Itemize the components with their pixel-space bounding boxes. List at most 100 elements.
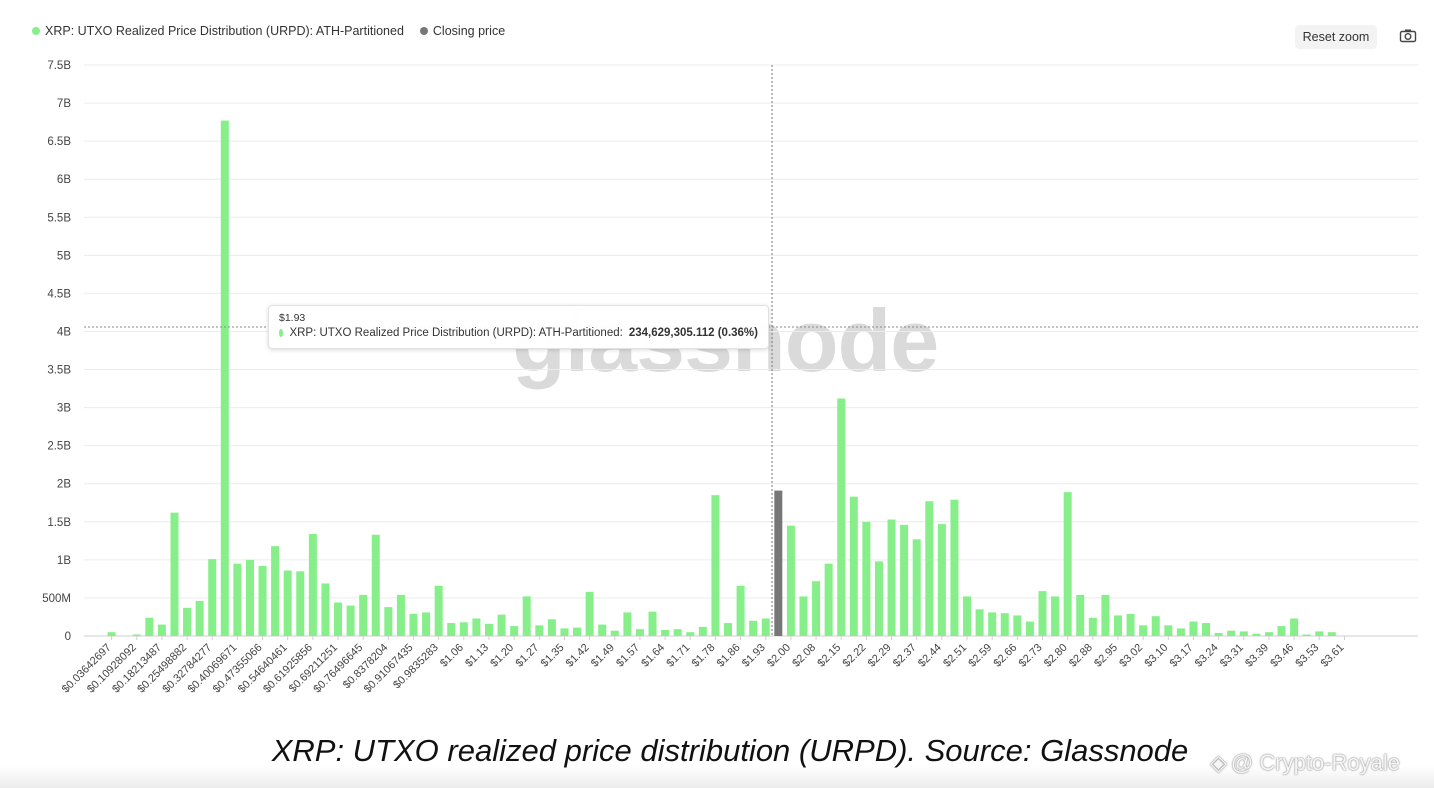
y-tick-label: 4B xyxy=(57,326,71,338)
legend-item-urpd[interactable]: XRP: UTXO Realized Price Distribution (U… xyxy=(32,24,404,38)
urpd-bar xyxy=(1277,626,1286,636)
urpd-bar xyxy=(1139,625,1148,636)
urpd-bar xyxy=(547,619,556,636)
x-tick-label: $2.29 xyxy=(866,642,894,670)
urpd-bar xyxy=(245,559,254,636)
urpd-bar xyxy=(950,499,959,636)
urpd-bar xyxy=(925,501,934,636)
hover-tooltip: $1.93 XRP: UTXO Realized Price Distribut… xyxy=(268,305,769,349)
urpd-bar xyxy=(1063,492,1072,636)
credit-text: @ Crypto-Royale xyxy=(1230,750,1400,775)
urpd-bar xyxy=(371,534,380,636)
x-tick-label: $3.46 xyxy=(1268,642,1296,670)
urpd-bar xyxy=(1013,615,1022,636)
y-tick-label: 7B xyxy=(57,98,71,110)
crosshair xyxy=(84,65,1418,636)
urpd-bar xyxy=(183,607,192,636)
urpd-bar xyxy=(661,629,670,636)
x-tick-label: $2.08 xyxy=(790,642,818,670)
urpd-bar xyxy=(698,626,707,636)
y-tick-label: 500M xyxy=(42,593,71,605)
x-tick-label: $2.59 xyxy=(966,642,994,670)
urpd-bar xyxy=(874,561,883,636)
urpd-bar xyxy=(1038,591,1047,636)
urpd-bar xyxy=(346,605,355,636)
x-axis-ticks: $0.03642697$0.10928092$0.18213487$0.2549… xyxy=(60,636,1347,696)
urpd-bar xyxy=(434,585,443,636)
x-tick-label: $2.00 xyxy=(765,642,793,670)
urpd-bar xyxy=(472,618,481,636)
urpd-bar xyxy=(233,563,242,636)
y-tick-label: 2B xyxy=(57,479,71,491)
credit-logo-icon: ◈ xyxy=(1210,750,1227,775)
urpd-bar xyxy=(459,622,468,636)
x-tick-label: $3.39 xyxy=(1243,642,1271,670)
urpd-bar xyxy=(321,583,330,636)
urpd-bar xyxy=(711,495,720,636)
urpd-bar xyxy=(535,625,544,636)
legend-label-urpd: XRP: UTXO Realized Price Distribution (U… xyxy=(45,24,404,38)
urpd-bar xyxy=(849,496,858,636)
y-tick-label: 5B xyxy=(57,250,71,262)
reset-zoom-button[interactable]: Reset zoom xyxy=(1295,25,1377,49)
x-tick-label: $1.71 xyxy=(664,642,692,670)
urpd-bar xyxy=(686,632,695,636)
urpd-bar xyxy=(673,629,682,636)
y-tick-label: 3B xyxy=(57,403,71,415)
x-tick-label: $3.10 xyxy=(1142,642,1170,670)
x-tick-label: $1.13 xyxy=(463,642,491,670)
urpd-bar xyxy=(1076,594,1085,636)
urpd-bar xyxy=(1214,632,1223,636)
urpd-bar xyxy=(1315,631,1324,636)
x-tick-label: $2.44 xyxy=(916,642,944,670)
x-tick-label: $2.37 xyxy=(891,642,919,670)
urpd-bar xyxy=(145,617,154,636)
urpd-bar xyxy=(1302,634,1311,636)
legend-item-closing-price[interactable]: Closing price xyxy=(419,24,505,38)
y-tick-label: 5.5B xyxy=(47,212,71,224)
x-tick-label: $1.86 xyxy=(715,642,743,670)
urpd-bar xyxy=(887,519,896,636)
figure-caption: XRP: UTXO realized price distribution (U… xyxy=(271,733,1189,768)
x-tick-label: $1.42 xyxy=(564,642,592,670)
chart-grid xyxy=(84,64,1418,637)
y-tick-label: 0 xyxy=(65,631,71,643)
x-tick-label: $3.61 xyxy=(1319,642,1347,670)
x-tick-label: $1.20 xyxy=(488,642,516,670)
urpd-bar xyxy=(963,596,972,636)
tooltip-series-label: XRP: UTXO Realized Price Distribution (U… xyxy=(289,327,623,339)
x-tick-label: $2.73 xyxy=(1017,642,1045,670)
tooltip-value: 234,629,305.112 (0.36%) xyxy=(628,327,758,339)
y-tick-label: 4.5B xyxy=(47,288,71,300)
urpd-bar xyxy=(761,618,770,636)
urpd-bar xyxy=(799,596,808,636)
urpd-bar xyxy=(157,624,166,636)
y-tick-label: 6B xyxy=(57,174,71,186)
urpd-bar xyxy=(422,612,431,636)
urpd-bar xyxy=(585,591,594,636)
urpd-bar xyxy=(1327,632,1336,636)
urpd-bar xyxy=(937,524,946,636)
urpd-bar xyxy=(220,120,229,636)
urpd-bar xyxy=(912,539,921,636)
x-tick-label: $2.22 xyxy=(841,642,869,670)
camera-icon[interactable] xyxy=(1399,28,1417,44)
bottom-fade xyxy=(0,766,1434,788)
y-tick-label: 1.5B xyxy=(47,517,71,529)
urpd-bar xyxy=(1000,613,1009,636)
urpd-bar xyxy=(195,600,204,636)
legend-dot-urpd xyxy=(32,27,40,35)
urpd-bar xyxy=(824,563,833,636)
urpd-bar xyxy=(975,609,984,636)
urpd-bar xyxy=(1290,618,1299,636)
urpd-bar xyxy=(1189,621,1198,636)
urpd-bar xyxy=(573,627,582,636)
urpd-bar xyxy=(359,594,368,636)
urpd-bar xyxy=(271,546,280,636)
x-tick-label: $2.15 xyxy=(815,642,843,670)
x-tick-label: $3.53 xyxy=(1293,642,1321,670)
y-axis-ticks: 0 500M 1B 1.5B 2B 2.5B 3B 3.5B 4B 4.5B 5B 5.5B 6B 6.5… xyxy=(42,60,71,643)
urpd-bar xyxy=(1202,623,1211,636)
urpd-bar xyxy=(258,565,267,636)
urpd-bar xyxy=(1025,621,1034,636)
